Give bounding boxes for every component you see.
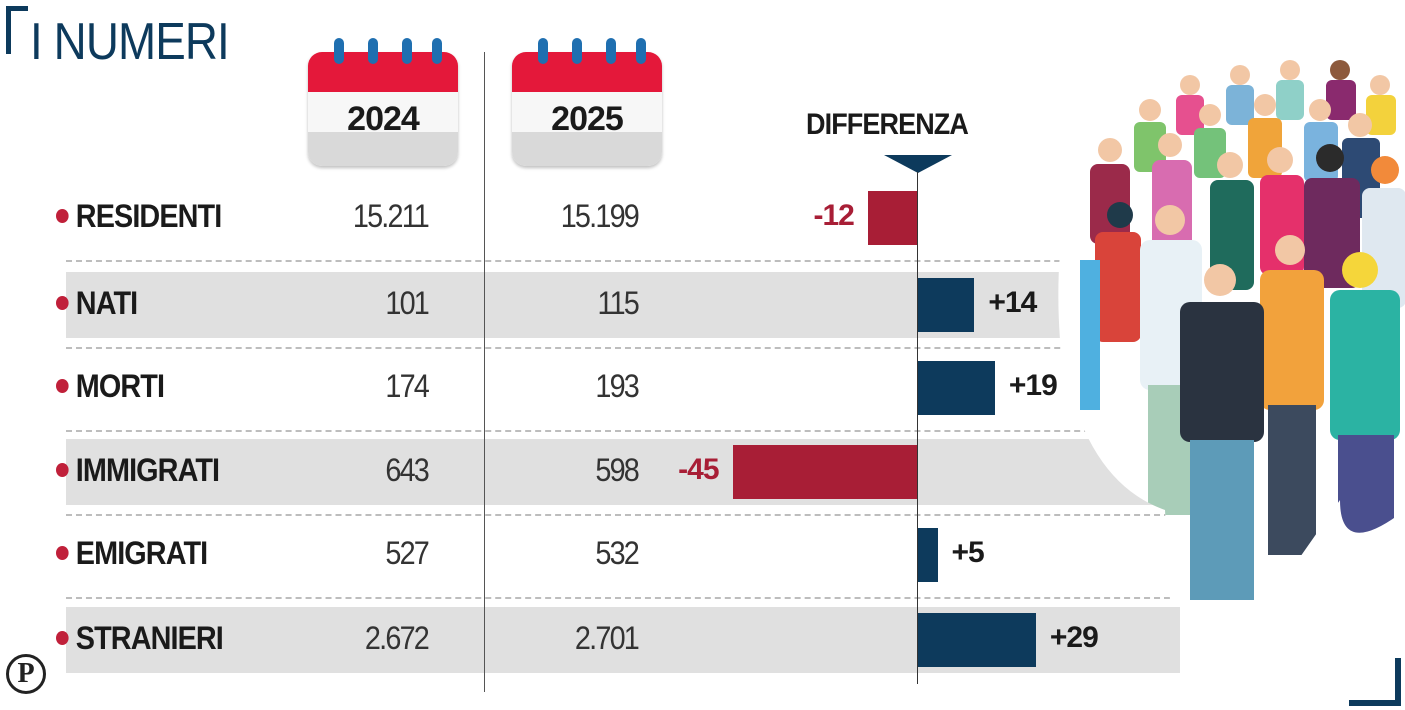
difference-label: +29 — [1049, 621, 1099, 654]
value-2025: 2.701 — [574, 620, 640, 656]
publisher-logo: P — [6, 654, 46, 694]
difference-bar — [732, 445, 917, 499]
row-label: IMMIGRATI — [56, 452, 220, 489]
page-title: I NUMERI — [30, 13, 230, 71]
row-divider — [66, 430, 1180, 432]
row-divider — [66, 514, 1180, 516]
difference-bar — [917, 613, 1036, 667]
corner-bracket-decoration — [1349, 658, 1401, 706]
bullet-icon — [56, 545, 69, 560]
category-name: EMIGRATI — [75, 535, 208, 571]
row-label: RESIDENTI — [56, 198, 222, 235]
bullet-icon — [56, 295, 69, 310]
row-label: NATI — [56, 285, 138, 322]
zero-baseline — [917, 172, 918, 684]
value-2024: 174 — [385, 368, 429, 404]
column-header-2025: 2025 — [551, 100, 624, 138]
value-2024: 15.211 — [352, 198, 430, 234]
category-name: IMMIGRATI — [75, 452, 220, 488]
value-2025: 532 — [595, 535, 639, 571]
difference-label: +19 — [1008, 369, 1058, 402]
row-label: EMIGRATI — [56, 535, 208, 572]
calendar-icon-2025: 2025 — [512, 38, 662, 168]
down-arrow-icon — [884, 155, 952, 173]
difference-label: +5 — [951, 536, 985, 569]
row-label: MORTI — [56, 368, 165, 405]
bullet-icon — [56, 208, 69, 223]
difference-bar — [917, 278, 975, 332]
value-2024: 643 — [385, 452, 429, 488]
column-header-2024: 2024 — [347, 100, 420, 138]
value-2024: 527 — [385, 535, 429, 571]
column-header-differenza: DIFFERENZA — [806, 108, 969, 141]
category-name: MORTI — [75, 368, 165, 404]
crowd-of-people-illustration — [1058, 43, 1405, 601]
row-band — [66, 272, 1180, 338]
difference-label: -12 — [813, 199, 854, 232]
value-2025: 193 — [595, 368, 639, 404]
category-name: NATI — [75, 285, 138, 321]
category-name: STRANIERI — [75, 620, 224, 656]
row-divider — [66, 347, 1180, 349]
category-name: RESIDENTI — [75, 198, 222, 234]
difference-label: -45 — [678, 453, 719, 486]
bullet-icon — [56, 378, 69, 393]
value-2025: 115 — [597, 285, 639, 321]
difference-bar — [917, 528, 938, 582]
difference-bar — [867, 191, 917, 245]
row-divider — [66, 597, 1180, 599]
value-2025: 598 — [595, 452, 639, 488]
value-2024: 101 — [385, 285, 429, 321]
row-divider — [66, 260, 1180, 262]
row-band — [66, 439, 1166, 505]
value-2025: 15.199 — [560, 198, 640, 234]
value-2024: 2.672 — [364, 620, 430, 656]
difference-bar — [917, 361, 995, 415]
difference-label: +14 — [988, 286, 1037, 319]
bullet-icon — [56, 630, 69, 645]
title-bracket-decoration — [6, 6, 28, 54]
bullet-icon — [56, 462, 69, 477]
calendar-icon-2024: 2024 — [308, 38, 458, 168]
column-divider — [484, 52, 485, 692]
row-label: STRANIERI — [56, 620, 224, 657]
